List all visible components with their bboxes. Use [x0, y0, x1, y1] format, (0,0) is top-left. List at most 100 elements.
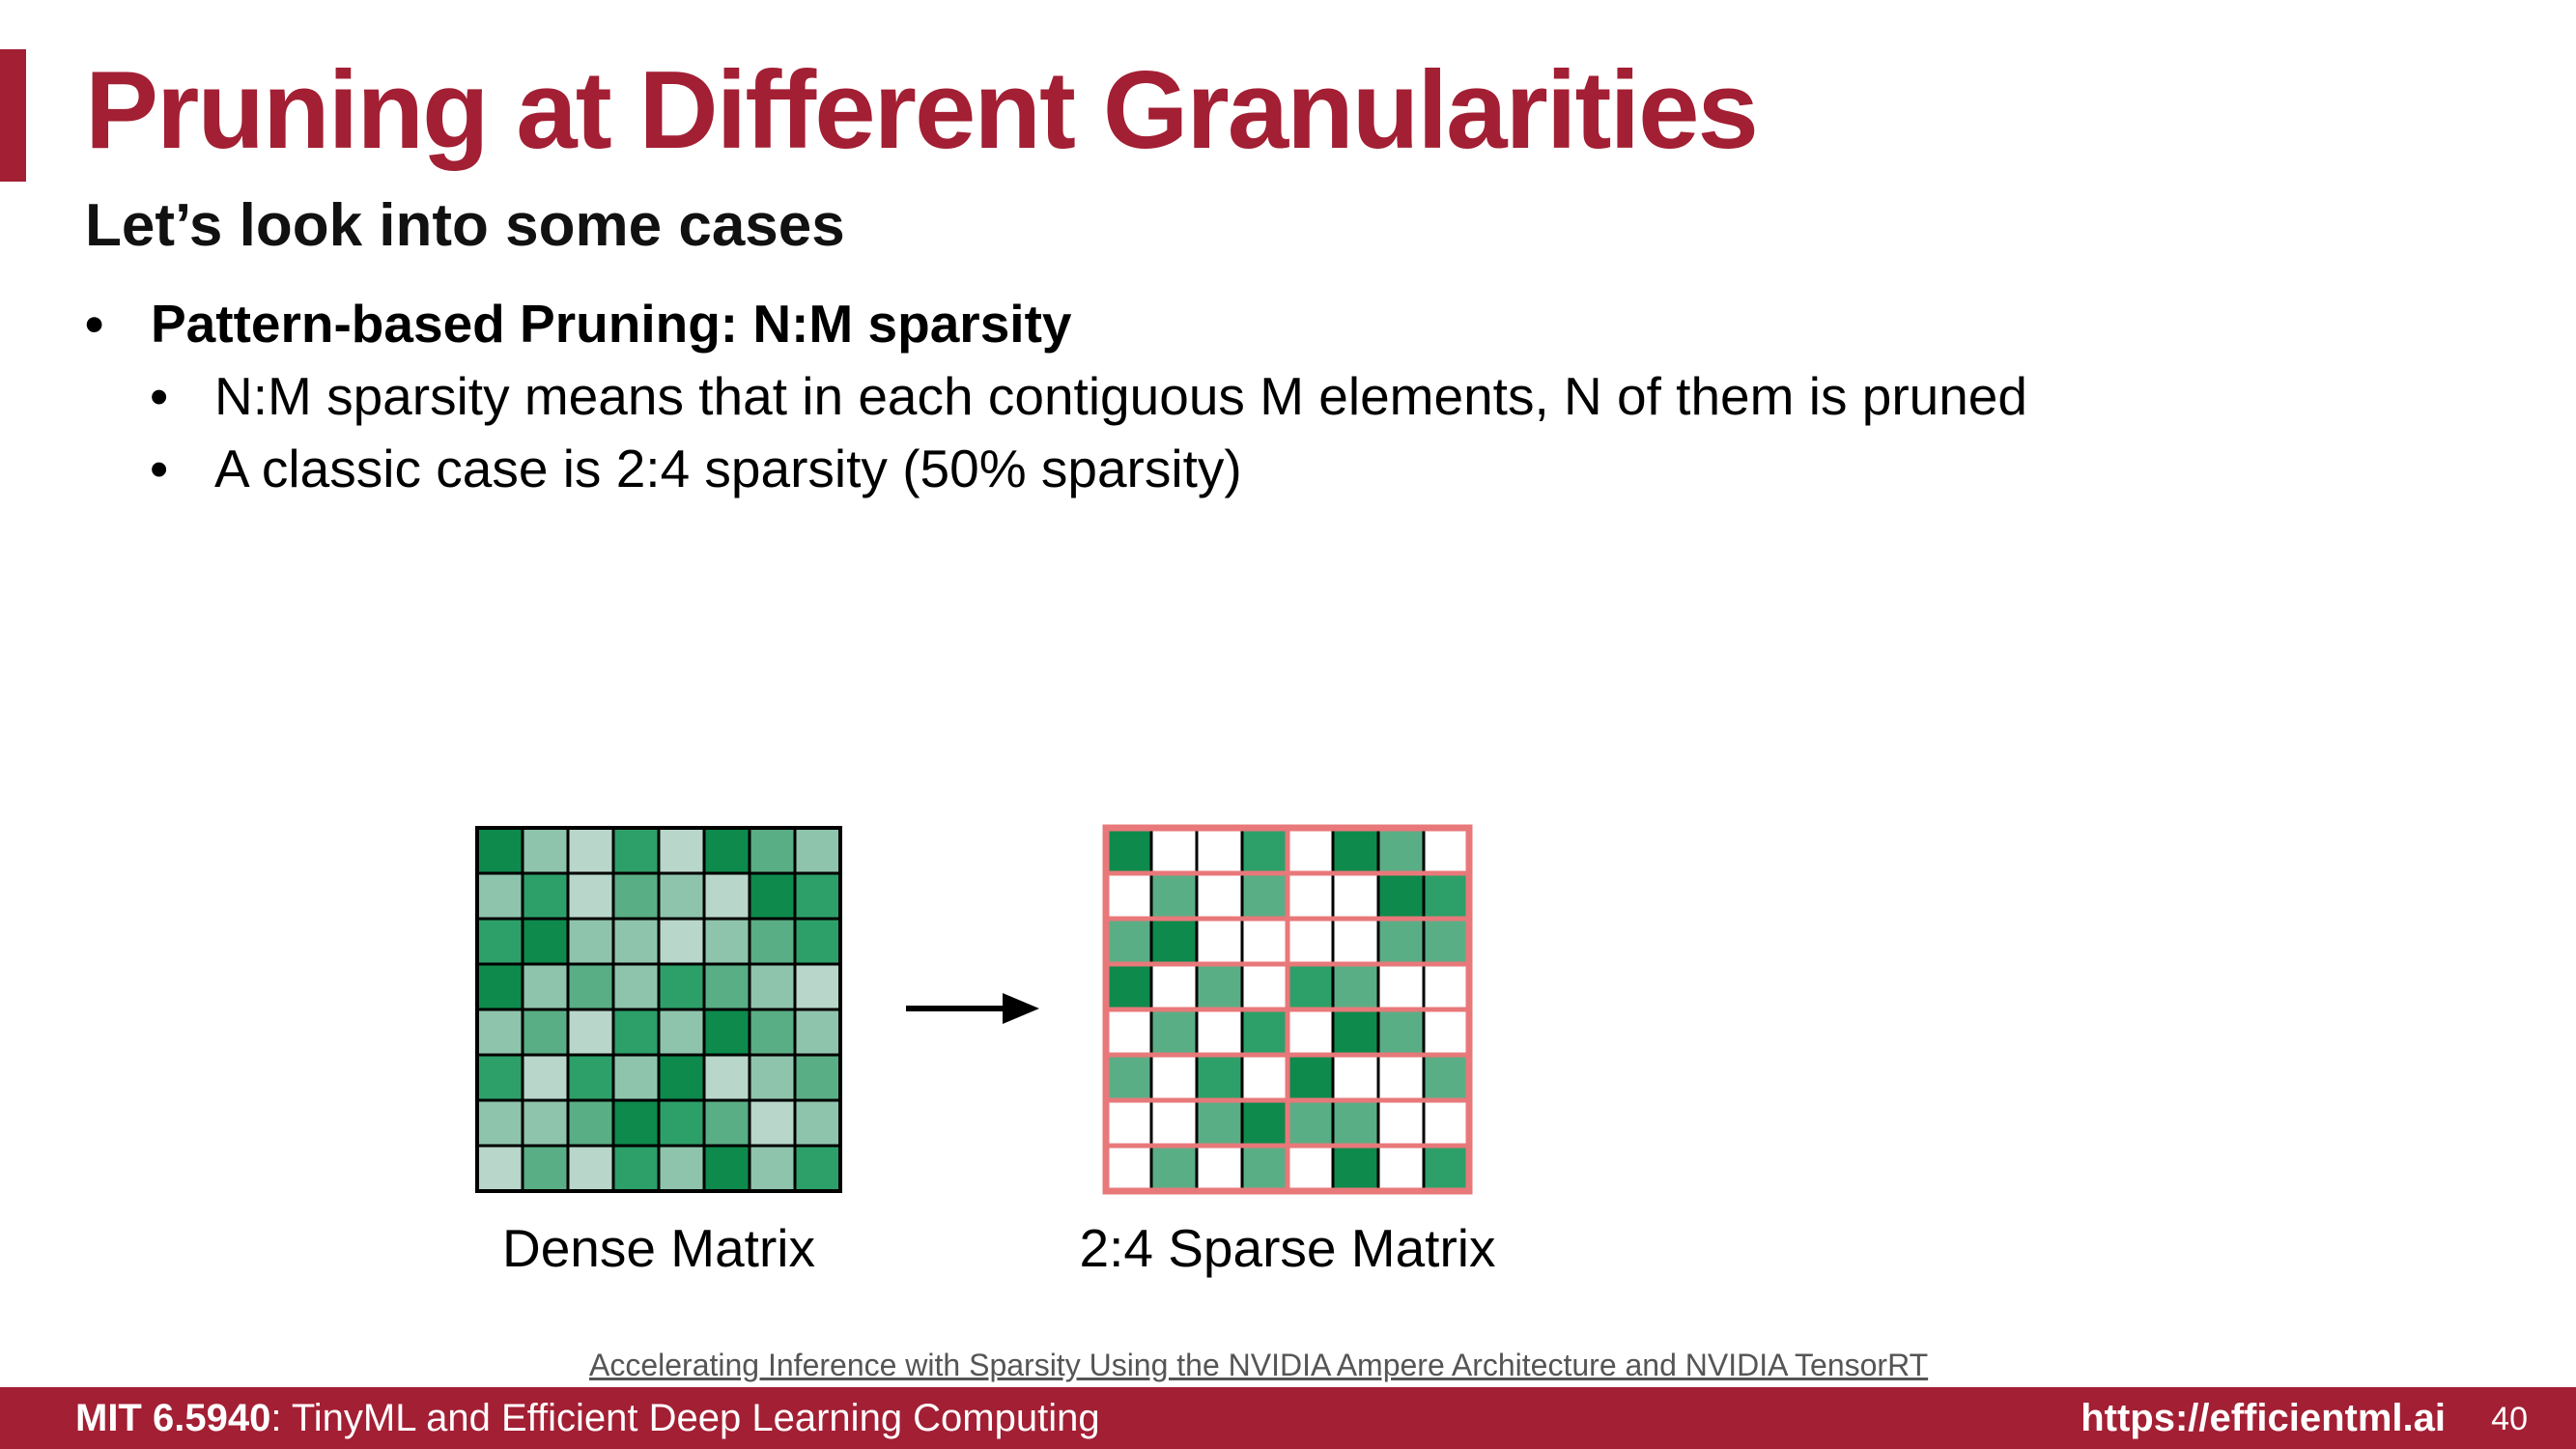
matrix-cell — [475, 871, 524, 921]
kept-cell — [1286, 962, 1335, 1011]
matrix-cell — [793, 917, 842, 966]
kept-cell — [1422, 917, 1471, 966]
matrix-cell — [702, 1098, 751, 1148]
right-arrow-icon — [906, 993, 1039, 1024]
matrix-cell — [702, 1144, 751, 1193]
pruned-cell — [1422, 962, 1471, 1011]
citation-link[interactable]: Accelerating Inference with Sparsity Usi… — [589, 1348, 1929, 1382]
kept-cell — [1422, 1144, 1471, 1193]
matrix-cell — [566, 962, 615, 1011]
pruned-cell — [1240, 962, 1289, 1011]
pruned-cell — [1376, 1098, 1426, 1148]
matrix-cell — [475, 1053, 524, 1102]
pruned-cell — [1376, 1053, 1426, 1102]
matrix-cell — [611, 826, 661, 875]
sub-bullet-1: • N:M sparsity means that in each contigu… — [150, 364, 2027, 428]
matrix-cell — [611, 917, 661, 966]
pruned-cell — [1104, 1144, 1153, 1193]
matrix-cell — [475, 1008, 524, 1057]
matrix-cell — [657, 962, 706, 1011]
bullet-marker: • — [150, 366, 169, 426]
pruned-cell — [1195, 1144, 1244, 1193]
pruned-cell — [1376, 1144, 1426, 1193]
matrix-cell — [566, 1098, 615, 1148]
kept-cell — [1331, 1144, 1380, 1193]
matrix-cell — [611, 871, 661, 921]
pruned-cell — [1286, 1144, 1335, 1193]
pruned-cell — [1331, 1053, 1380, 1102]
pruned-cell — [1149, 826, 1199, 875]
sparse-matrix-label: 2:4 Sparse Matrix — [1079, 1218, 1496, 1278]
matrix-cell — [793, 871, 842, 921]
pruned-cell — [1104, 1098, 1153, 1148]
matrix-cell — [748, 826, 797, 875]
kept-cell — [1286, 1053, 1335, 1102]
pruned-cell — [1195, 826, 1244, 875]
matrix-cell — [521, 1098, 570, 1148]
matrix-cell — [611, 1053, 661, 1102]
kept-cell — [1149, 1008, 1199, 1057]
matrix-cell — [521, 917, 570, 966]
kept-cell — [1195, 1053, 1244, 1102]
kept-cell — [1331, 826, 1380, 875]
kept-cell — [1240, 826, 1289, 875]
course-name: : TinyML and Efficient Deep Learning Com… — [270, 1397, 1100, 1439]
matrix-cell — [611, 1098, 661, 1148]
kept-cell — [1422, 871, 1471, 921]
kept-cell — [1240, 1008, 1289, 1057]
kept-cell — [1149, 1144, 1199, 1193]
pruned-cell — [1149, 1053, 1199, 1102]
matrix-cell — [748, 1098, 797, 1148]
kept-cell — [1104, 1053, 1153, 1102]
footer-bar: MIT 6.5940: TinyML and Efficient Deep Le… — [0, 1387, 2576, 1449]
kept-cell — [1422, 1053, 1471, 1102]
pruned-cell — [1422, 1098, 1471, 1148]
kept-cell — [1104, 826, 1153, 875]
bullet-marker: • — [85, 294, 104, 354]
kept-cell — [1376, 917, 1426, 966]
pruned-cell — [1195, 871, 1244, 921]
footer-url[interactable]: https://efficientml.ai — [2081, 1397, 2446, 1439]
kept-cell — [1195, 1098, 1244, 1148]
title-accent-bar — [0, 49, 26, 182]
pruned-cell — [1149, 962, 1199, 1011]
sub-bullet-2: • A classic case is 2:4 sparsity (50% spa… — [150, 437, 1242, 500]
matrix-cell — [657, 1008, 706, 1057]
matrix-cell — [475, 962, 524, 1011]
pruned-cell — [1240, 917, 1289, 966]
matrix-outer-border — [475, 826, 842, 1193]
matrix-cell — [566, 1008, 615, 1057]
sparse-matrix — [1102, 824, 1473, 1195]
dense-matrix-label: Dense Matrix — [502, 1218, 815, 1278]
matrix-cell — [793, 1098, 842, 1148]
matrix-cell — [748, 962, 797, 1011]
matrix-cell — [521, 826, 570, 875]
matrix-cell — [657, 871, 706, 921]
matrix-cell — [475, 826, 524, 875]
footer-course: MIT 6.5940: TinyML and Efficient Deep Le… — [75, 1397, 1100, 1440]
matrix-cell — [475, 1144, 524, 1193]
matrix-cell — [521, 962, 570, 1011]
pruned-cell — [1286, 1008, 1335, 1057]
matrix-cell — [566, 1053, 615, 1102]
matrix-outer-border — [1102, 824, 1473, 1195]
matrix-cell — [611, 1144, 661, 1193]
matrix-cell — [702, 917, 751, 966]
kept-cell — [1149, 871, 1199, 921]
matrix-cell — [657, 826, 706, 875]
bullet-main: • Pattern-based Pruning: N:M sparsity — [85, 292, 1071, 355]
matrix-cell — [611, 1008, 661, 1057]
course-code: MIT 6.5940 — [75, 1397, 271, 1439]
dense-matrix — [475, 826, 842, 1193]
matrix-cell — [793, 826, 842, 875]
matrix-cell — [521, 1053, 570, 1102]
matrix-cell — [748, 871, 797, 921]
matrix-cell — [657, 1144, 706, 1193]
pruned-cell — [1286, 871, 1335, 921]
pruned-cell — [1376, 962, 1426, 1011]
pruned-cell — [1240, 1053, 1289, 1102]
kept-cell — [1195, 962, 1244, 1011]
slide-title: Pruning at Different Granularities — [85, 49, 1759, 172]
matrix-cell — [702, 962, 751, 1011]
pruned-cell — [1331, 917, 1380, 966]
